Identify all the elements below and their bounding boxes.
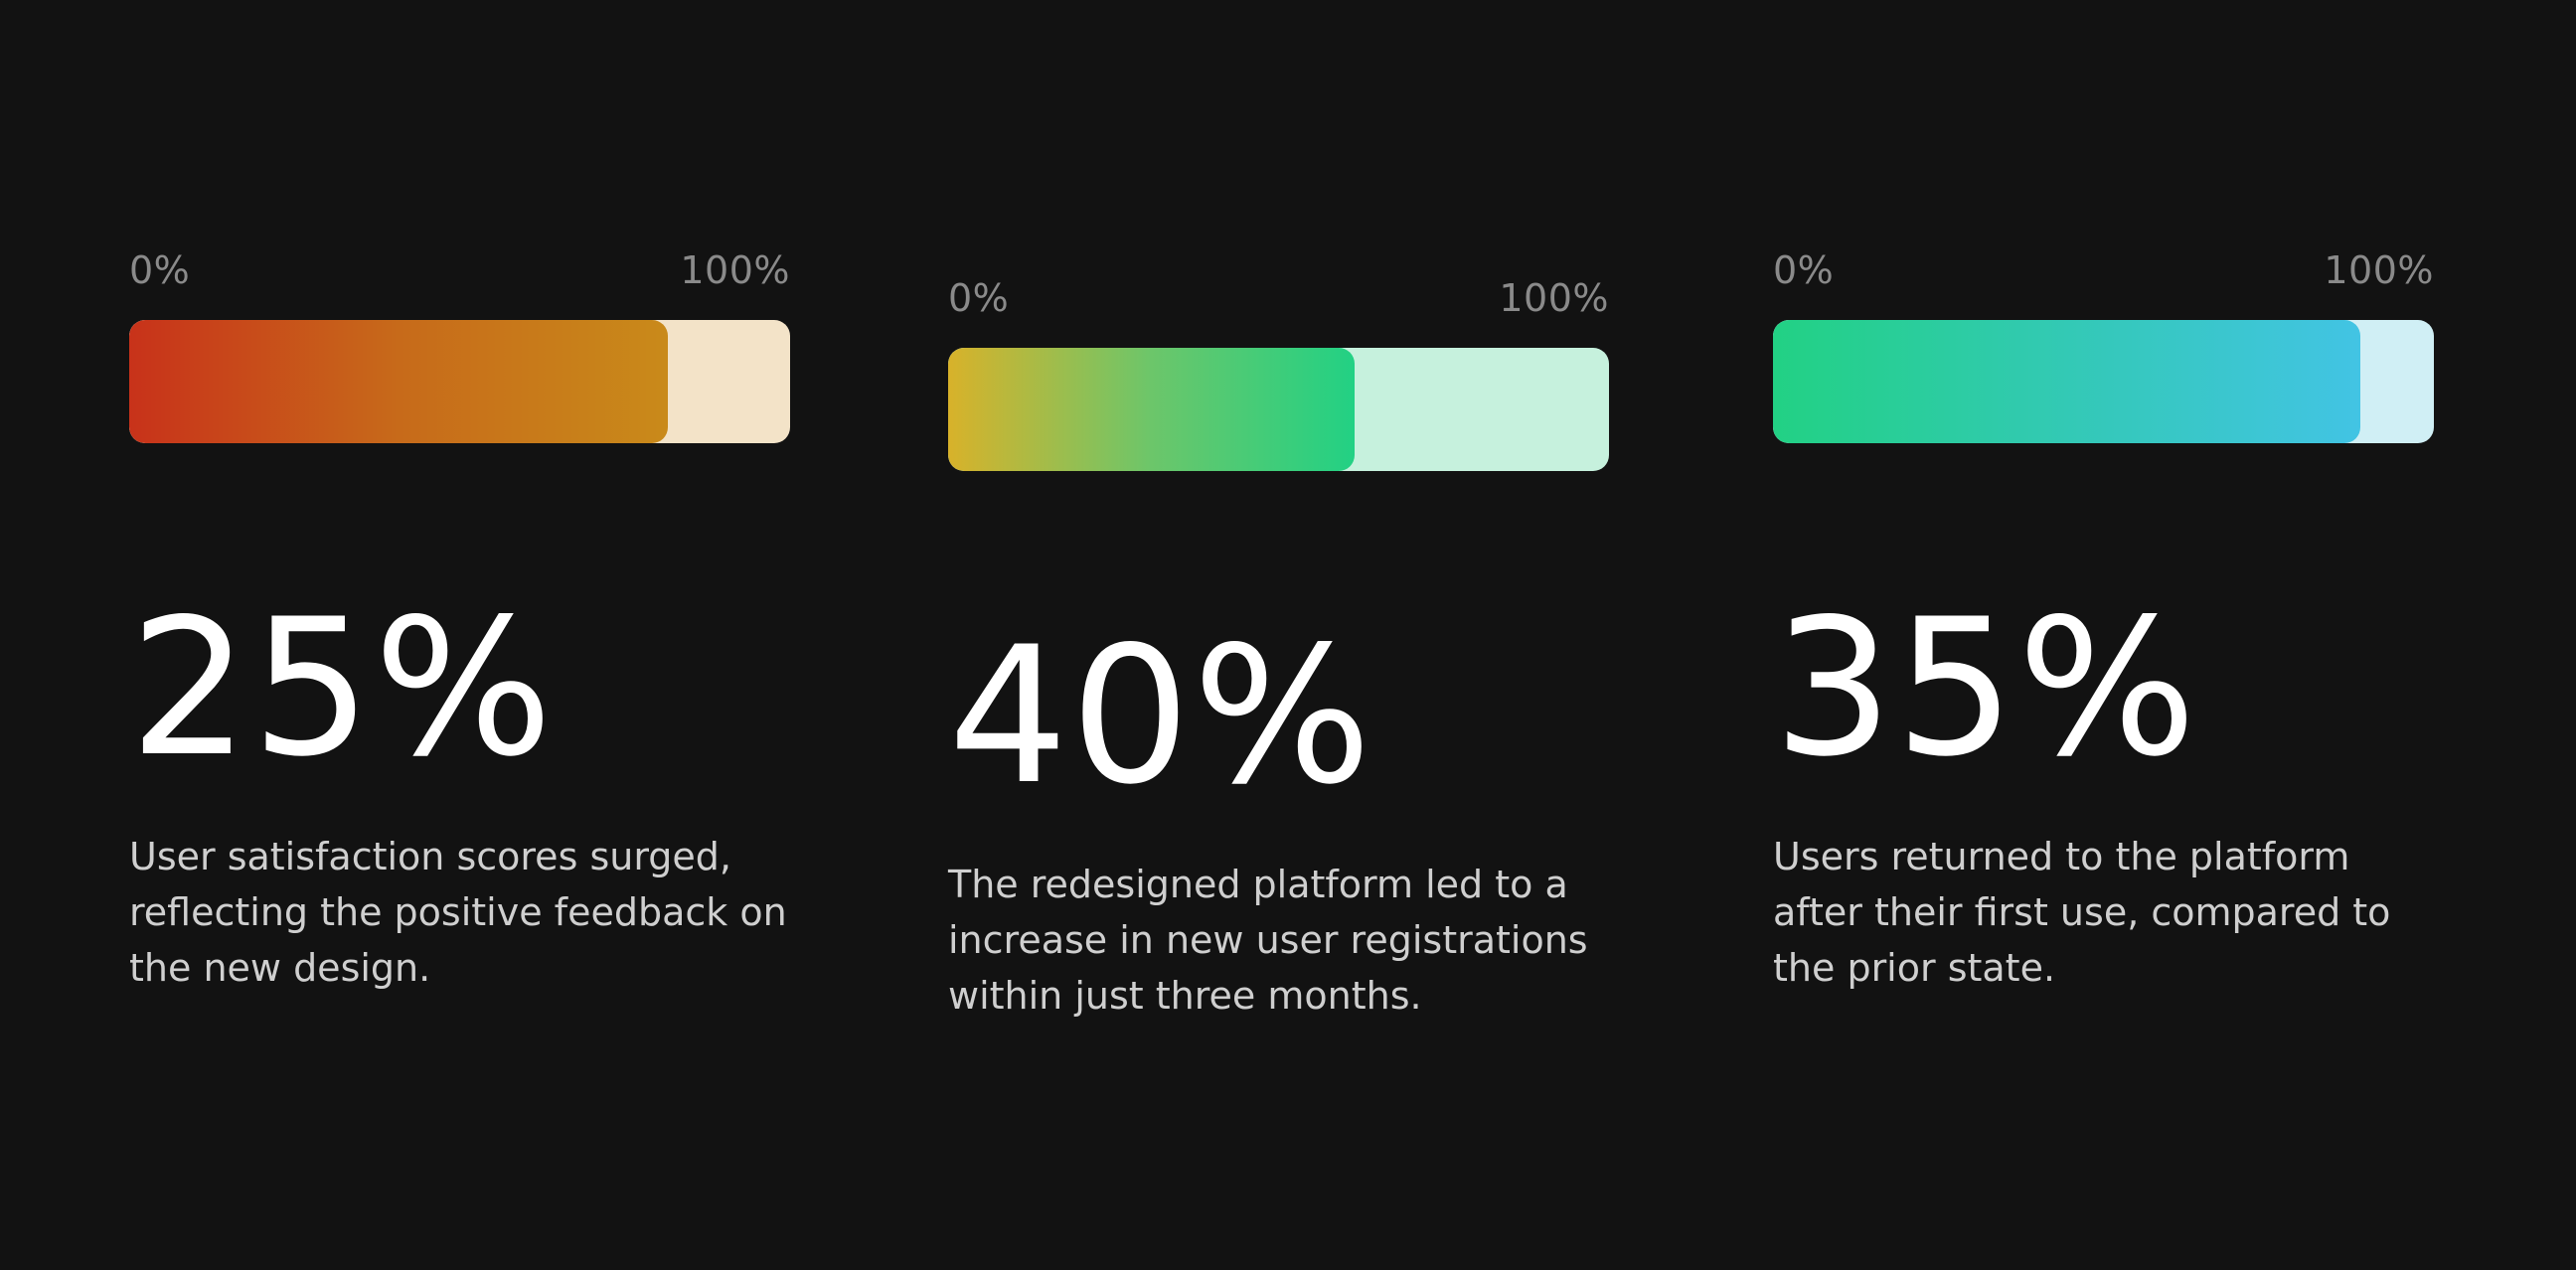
- stat-value: 35%: [1773, 578, 2199, 798]
- progress-bar-track: [129, 320, 790, 443]
- progress-bar-fill: [1773, 320, 2360, 443]
- stat-value: 25%: [129, 578, 556, 798]
- scale-min-label: 0%: [129, 248, 191, 292]
- progress-bar-fill: [129, 320, 668, 443]
- stat-description: The redesigned platform led to a increas…: [948, 863, 1588, 1018]
- scale-labels: 0% 100%: [1773, 248, 2434, 292]
- scale-max-label: 100%: [1499, 276, 1609, 320]
- scale-labels: 0% 100%: [948, 276, 1609, 320]
- stat-card-retention: 0% 100% 35% Users returned to the platfo…: [1773, 248, 2434, 996]
- progress-bar-track: [948, 348, 1609, 471]
- scale-min-label: 0%: [948, 276, 1010, 320]
- stat-description: User satisfaction scores surged, reflect…: [129, 835, 787, 990]
- stat-card-satisfaction: 0% 100% 25% User satisfaction scores sur…: [129, 248, 790, 996]
- stat-description: Users returned to the platform after the…: [1773, 835, 2391, 990]
- stat-value: 40%: [948, 606, 1374, 826]
- scale-min-label: 0%: [1773, 248, 1835, 292]
- stat-card-registrations: 0% 100% 40% The redesigned platform led …: [948, 276, 1609, 1024]
- scale-max-label: 100%: [680, 248, 790, 292]
- progress-bar-track: [1773, 320, 2434, 443]
- scale-labels: 0% 100%: [129, 248, 790, 292]
- scale-max-label: 100%: [2324, 248, 2434, 292]
- progress-bar-fill: [948, 348, 1355, 471]
